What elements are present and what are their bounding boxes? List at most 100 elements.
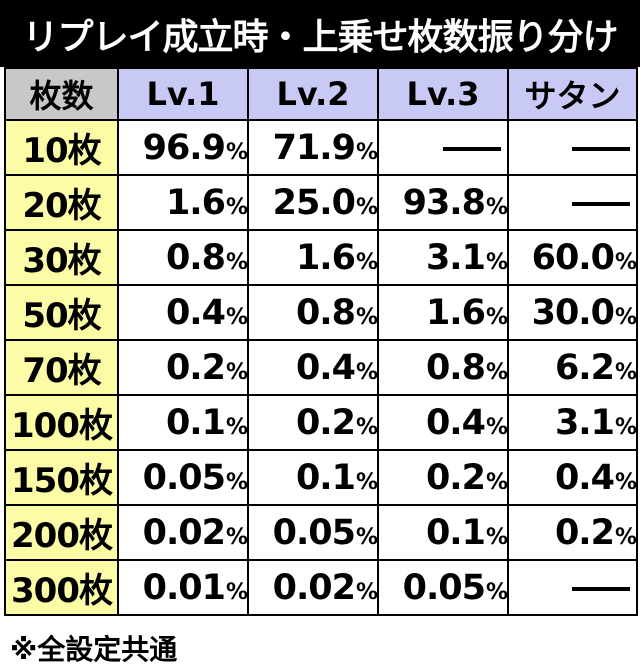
cell-value: 0.8 — [425, 347, 486, 388]
percent-sign: % — [485, 414, 507, 440]
cell-value: 1.6 — [165, 182, 226, 223]
column-header-lv2: Lv.2 — [247, 67, 379, 121]
percent-sign: % — [485, 194, 507, 220]
payout-distribution-table: 枚数 Lv.1 Lv.2 Lv.3 サタン 10枚96.9%71.9%——20枚… — [4, 67, 638, 616]
table-cell: 60.0% — [507, 229, 638, 286]
percent-sign: % — [614, 469, 636, 495]
cell-value: 60.0 — [531, 237, 615, 278]
percent-sign: % — [225, 524, 247, 550]
cell-value: 3.1 — [425, 237, 486, 278]
cell-value: 0.02 — [272, 567, 356, 608]
row-label: 10枚 — [4, 119, 119, 176]
percent-sign: % — [225, 194, 247, 220]
row-label: 300枚 — [4, 559, 119, 616]
cell-value: 30.0 — [531, 292, 615, 333]
cell-value: 0.1 — [165, 402, 226, 443]
percent-sign: % — [225, 249, 247, 275]
table-cell: 6.2% — [507, 339, 638, 396]
table-cell: 0.01% — [117, 559, 249, 616]
percent-sign: % — [225, 304, 247, 330]
cell-value: 0.2 — [295, 402, 356, 443]
table-cell: 3.1% — [377, 229, 509, 286]
percent-sign: % — [614, 414, 636, 440]
percent-sign: % — [614, 524, 636, 550]
cell-value: 0.4 — [554, 457, 615, 498]
table-cell: 0.05% — [117, 449, 249, 506]
percent-sign: % — [485, 579, 507, 605]
table-cell: — — [507, 174, 638, 231]
table-row: 150枚 0.05% 0.1% 0.2% 0.4% — [4, 449, 638, 506]
table-cell: 0.4% — [247, 339, 379, 396]
percent-sign: % — [485, 469, 507, 495]
table-cell: 0.1% — [377, 504, 509, 561]
cell-value: 0.8 — [165, 237, 226, 278]
cell-value: 0.2 — [425, 457, 486, 498]
table-cell: 25.0% — [247, 174, 379, 231]
row-label: 70枚 — [4, 339, 119, 396]
percent-sign: % — [225, 414, 247, 440]
table-cell: 0.2% — [247, 394, 379, 451]
table-cell: 0.4% — [507, 449, 638, 506]
table-cell: 1.6% — [247, 229, 379, 286]
cell-value: 0.2 — [554, 512, 615, 553]
row-label: 150枚 — [4, 449, 119, 506]
cell-value: 0.05 — [402, 567, 486, 608]
row-label: 30枚 — [4, 229, 119, 286]
table-cell: — — [507, 559, 638, 616]
percent-sign: % — [355, 249, 377, 275]
table-cell: 0.1% — [117, 394, 249, 451]
cell-value: 0.8 — [295, 292, 356, 333]
cell-value: 1.6 — [295, 237, 356, 278]
percent-sign: % — [355, 359, 377, 385]
percent-sign: % — [225, 469, 247, 495]
column-header-lv1: Lv.1 — [117, 67, 249, 121]
table-cell: 0.05% — [377, 559, 509, 616]
table-cell: 0.4% — [117, 284, 249, 341]
table-cell: 1.6% — [117, 174, 249, 231]
table-cell: 0.4% — [377, 394, 509, 451]
percent-sign: % — [485, 304, 507, 330]
column-header-satan: サタン — [507, 67, 638, 121]
percent-sign: % — [225, 579, 247, 605]
table-cell: 0.2% — [377, 449, 509, 506]
table-cell: 0.8% — [247, 284, 379, 341]
table-row: 50枚 0.4% 0.8% 1.6% 30.0% — [4, 284, 638, 341]
cell-value: 0.4 — [165, 292, 226, 333]
percent-sign: % — [355, 194, 377, 220]
dash-placeholder: — — [572, 201, 630, 206]
table-cell: 1.6% — [377, 284, 509, 341]
cell-value: 71.9 — [272, 127, 356, 168]
percent-sign: % — [614, 359, 636, 385]
percent-sign: % — [355, 524, 377, 550]
cell-value: 0.02 — [142, 512, 226, 553]
percent-sign: % — [355, 139, 377, 165]
cell-value: 0.4 — [425, 402, 486, 443]
dash-placeholder: — — [572, 146, 630, 151]
row-label: 20枚 — [4, 174, 119, 231]
table-row: 200枚 0.02% 0.05% 0.1% 0.2% — [4, 504, 638, 561]
table-cell: 93.8% — [377, 174, 509, 231]
table-cell: 71.9% — [247, 119, 379, 176]
column-header-lv3: Lv.3 — [377, 67, 509, 121]
cell-value: 93.8 — [402, 182, 486, 223]
table-cell: 0.8% — [377, 339, 509, 396]
table-row: 70枚 0.2% 0.4% 0.8% 6.2% — [4, 339, 638, 396]
table-cell: — — [507, 119, 638, 176]
footnote: ※全設定共通 — [10, 633, 178, 666]
table-cell: 0.02% — [247, 559, 379, 616]
table-cell: 0.2% — [117, 339, 249, 396]
percent-sign: % — [355, 414, 377, 440]
percent-sign: % — [485, 524, 507, 550]
cell-value: 0.1 — [295, 457, 356, 498]
percent-sign: % — [225, 139, 247, 165]
dash-placeholder: — — [572, 586, 630, 591]
cell-value: 0.1 — [425, 512, 486, 553]
cell-value: 0.01 — [142, 567, 226, 608]
table-cell: 30.0% — [507, 284, 638, 341]
percent-sign: % — [355, 469, 377, 495]
cell-value: 25.0 — [272, 182, 356, 223]
cell-value: 3.1 — [554, 402, 615, 443]
cell-value: 0.05 — [142, 457, 226, 498]
table-cell: — — [377, 119, 509, 176]
table-cell: 0.02% — [117, 504, 249, 561]
